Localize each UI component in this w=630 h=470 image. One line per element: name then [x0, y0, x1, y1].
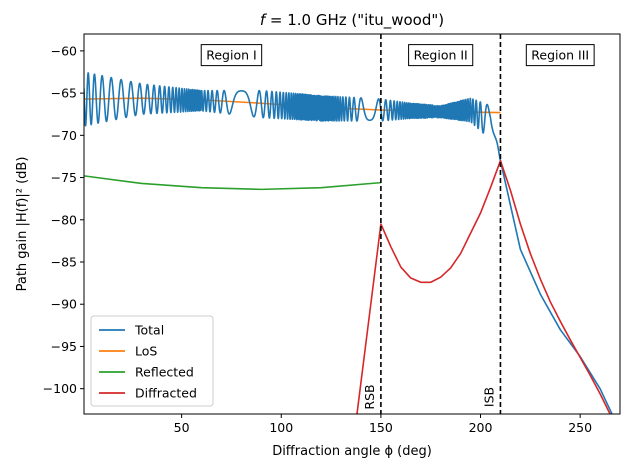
region-layer: Region I Region II Region III [200, 44, 595, 67]
y-tick-label: −100 [43, 381, 77, 396]
region-label-2: Region II [414, 48, 468, 63]
boundary-label-rsb: RSB [362, 384, 377, 409]
x-tick-label: 50 [174, 420, 190, 435]
region-box-1: Region I [200, 44, 263, 67]
y-axis-label: Path gain |H(f)|² (dB) [15, 157, 30, 292]
x-axis-label: Diffraction angle ϕ (deg) [272, 444, 432, 459]
y-tick-label: −95 [51, 339, 77, 354]
legend-label-diffracted: Diffracted [135, 386, 197, 401]
x-tick-label: 100 [269, 420, 293, 435]
legend-label-reflected: Reflected [135, 365, 194, 380]
series-line-diffracted [356, 159, 612, 414]
y-tick-label: −70 [51, 128, 77, 143]
y-tick-label: −85 [51, 255, 77, 270]
region-frame-3 [525, 44, 595, 67]
y-tick-label: −75 [51, 170, 77, 185]
region-box-3: Region III [525, 44, 595, 67]
x-tick-label: 150 [369, 420, 393, 435]
y-tick-label: −90 [51, 297, 77, 312]
legend: Total LoS Reflected Diffracted [90, 315, 214, 407]
y-tick-label: −60 [51, 43, 77, 58]
legend-frame [90, 315, 214, 407]
x-tick-label: 200 [469, 420, 493, 435]
region-box-2: Region II [408, 44, 474, 67]
x-tick-label: 250 [568, 420, 592, 435]
region-label-3: Region III [531, 48, 589, 63]
plot-frame [83, 33, 621, 415]
series-line-reflected [84, 175, 381, 191]
region-label-1: Region I [206, 48, 256, 63]
series-layer [84, 72, 613, 414]
chart-title: f = 1.0 GHz ("itu_wood") [260, 11, 444, 30]
series-line-total [84, 72, 613, 414]
region-frame-2 [408, 44, 474, 67]
y-tick-label: −80 [51, 212, 77, 227]
y-axis-ticks: −60 −65 −70 −75 −80 −85 −90 −95 −100 [43, 43, 84, 396]
boundary-label-isb: ISB [481, 387, 496, 407]
x-axis-ticks: 50 100 150 200 250 [174, 414, 592, 435]
region-frame-1 [200, 44, 263, 67]
legend-label-los: LoS [135, 344, 157, 359]
boundary-layer: RSB ISB [362, 34, 502, 414]
legend-label-total: Total [134, 323, 164, 338]
y-tick-label: −65 [51, 86, 77, 101]
